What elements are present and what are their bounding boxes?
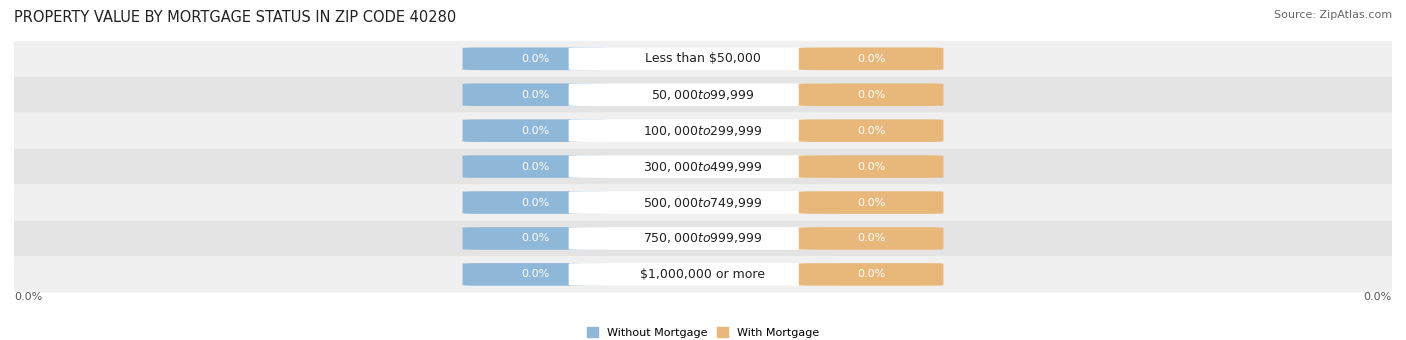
Text: 0.0%: 0.0% — [858, 90, 886, 100]
FancyBboxPatch shape — [799, 83, 943, 106]
FancyBboxPatch shape — [799, 119, 943, 142]
Text: $50,000 to $99,999: $50,000 to $99,999 — [651, 88, 755, 102]
Text: 0.0%: 0.0% — [858, 234, 886, 243]
FancyBboxPatch shape — [14, 77, 1392, 113]
FancyBboxPatch shape — [799, 155, 943, 178]
Text: $750,000 to $999,999: $750,000 to $999,999 — [644, 232, 762, 245]
Text: 0.0%: 0.0% — [858, 198, 886, 207]
FancyBboxPatch shape — [14, 185, 1392, 221]
FancyBboxPatch shape — [14, 41, 1392, 77]
FancyBboxPatch shape — [799, 227, 943, 250]
Text: 0.0%: 0.0% — [520, 198, 548, 207]
FancyBboxPatch shape — [568, 263, 838, 286]
Text: PROPERTY VALUE BY MORTGAGE STATUS IN ZIP CODE 40280: PROPERTY VALUE BY MORTGAGE STATUS IN ZIP… — [14, 10, 457, 25]
FancyBboxPatch shape — [463, 83, 607, 106]
Text: Less than $50,000: Less than $50,000 — [645, 52, 761, 65]
FancyBboxPatch shape — [568, 83, 838, 106]
Text: 0.0%: 0.0% — [858, 269, 886, 279]
Text: 0.0%: 0.0% — [858, 162, 886, 172]
Text: Source: ZipAtlas.com: Source: ZipAtlas.com — [1274, 10, 1392, 20]
Text: 0.0%: 0.0% — [520, 269, 548, 279]
Text: $500,000 to $749,999: $500,000 to $749,999 — [644, 195, 762, 209]
FancyBboxPatch shape — [14, 256, 1392, 292]
FancyBboxPatch shape — [463, 191, 607, 214]
FancyBboxPatch shape — [14, 113, 1392, 149]
FancyBboxPatch shape — [463, 48, 607, 70]
FancyBboxPatch shape — [568, 191, 838, 214]
FancyBboxPatch shape — [463, 227, 607, 250]
FancyBboxPatch shape — [799, 263, 943, 286]
Text: 0.0%: 0.0% — [520, 162, 548, 172]
FancyBboxPatch shape — [463, 263, 607, 286]
FancyBboxPatch shape — [568, 227, 838, 250]
Text: 0.0%: 0.0% — [858, 126, 886, 136]
FancyBboxPatch shape — [14, 221, 1392, 256]
Text: 0.0%: 0.0% — [520, 234, 548, 243]
Text: 0.0%: 0.0% — [858, 54, 886, 64]
Text: 0.0%: 0.0% — [520, 90, 548, 100]
Text: 0.0%: 0.0% — [14, 292, 42, 302]
FancyBboxPatch shape — [14, 149, 1392, 185]
FancyBboxPatch shape — [463, 119, 607, 142]
Text: $1,000,000 or more: $1,000,000 or more — [641, 268, 765, 281]
Legend: Without Mortgage, With Mortgage: Without Mortgage, With Mortgage — [582, 323, 824, 340]
FancyBboxPatch shape — [799, 48, 943, 70]
FancyBboxPatch shape — [568, 48, 838, 70]
FancyBboxPatch shape — [463, 155, 607, 178]
Text: $300,000 to $499,999: $300,000 to $499,999 — [644, 159, 762, 174]
Text: $100,000 to $299,999: $100,000 to $299,999 — [644, 124, 762, 138]
Text: 0.0%: 0.0% — [1364, 292, 1392, 302]
Text: 0.0%: 0.0% — [520, 54, 548, 64]
FancyBboxPatch shape — [568, 155, 838, 178]
FancyBboxPatch shape — [799, 191, 943, 214]
Text: 0.0%: 0.0% — [520, 126, 548, 136]
FancyBboxPatch shape — [568, 119, 838, 142]
